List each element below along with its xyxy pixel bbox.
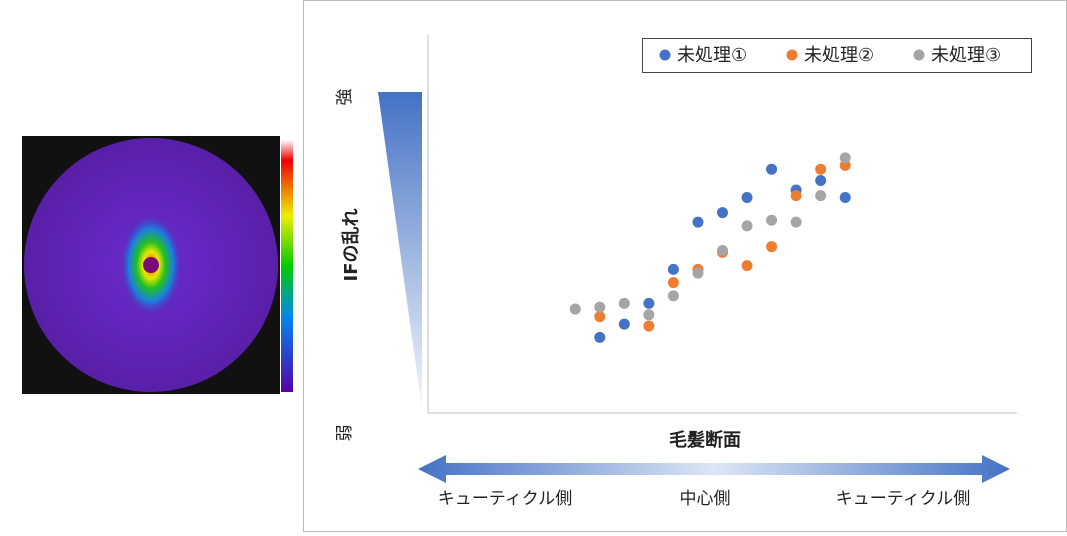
legend-marker [786, 49, 798, 61]
data-point [618, 318, 630, 330]
data-point [594, 331, 606, 343]
data-point [766, 241, 778, 253]
x-annotation: 中心側 [680, 489, 731, 509]
data-point [766, 214, 778, 226]
legend-marker [913, 49, 925, 61]
data-point [594, 301, 606, 313]
data-point [790, 190, 802, 202]
data-point [815, 163, 827, 175]
data-point [667, 277, 679, 289]
data-point [741, 192, 753, 204]
legend-marker [659, 49, 671, 61]
data-point [717, 207, 728, 219]
data-point [815, 175, 827, 187]
legend-label: 未処理③ [931, 45, 1001, 66]
data-point [790, 216, 802, 228]
y-low-label: 弱 [335, 425, 355, 442]
data-point [569, 303, 581, 315]
data-point [815, 190, 827, 202]
data-point [643, 320, 655, 332]
y-high-label: 強 [335, 89, 355, 106]
data-point [643, 297, 655, 309]
data-point [741, 220, 753, 232]
data-point [717, 244, 728, 256]
data-point [618, 297, 630, 309]
x-annotation: キューティクル側 [438, 489, 572, 509]
data-point [667, 263, 679, 275]
data-point [839, 152, 851, 164]
data-point [741, 260, 753, 272]
data-point [766, 163, 778, 175]
legend-label: 未処理② [804, 45, 874, 66]
data-point [692, 267, 704, 279]
y-axis-title: IFの乱れ [341, 209, 362, 282]
legend-label: 未処理① [677, 45, 747, 66]
legend-box [642, 38, 1032, 73]
data-point [643, 309, 655, 321]
double-arrow [418, 455, 1010, 483]
data-point [594, 311, 606, 323]
intensity-wedge [378, 92, 422, 410]
x-axis-title: 毛髪断面 [669, 429, 741, 451]
diffraction-image [22, 136, 293, 394]
x-annotation: キューティクル側 [836, 489, 970, 509]
data-point [839, 159, 851, 171]
data-point [667, 290, 679, 302]
data-point [839, 192, 851, 204]
data-point [692, 216, 704, 228]
